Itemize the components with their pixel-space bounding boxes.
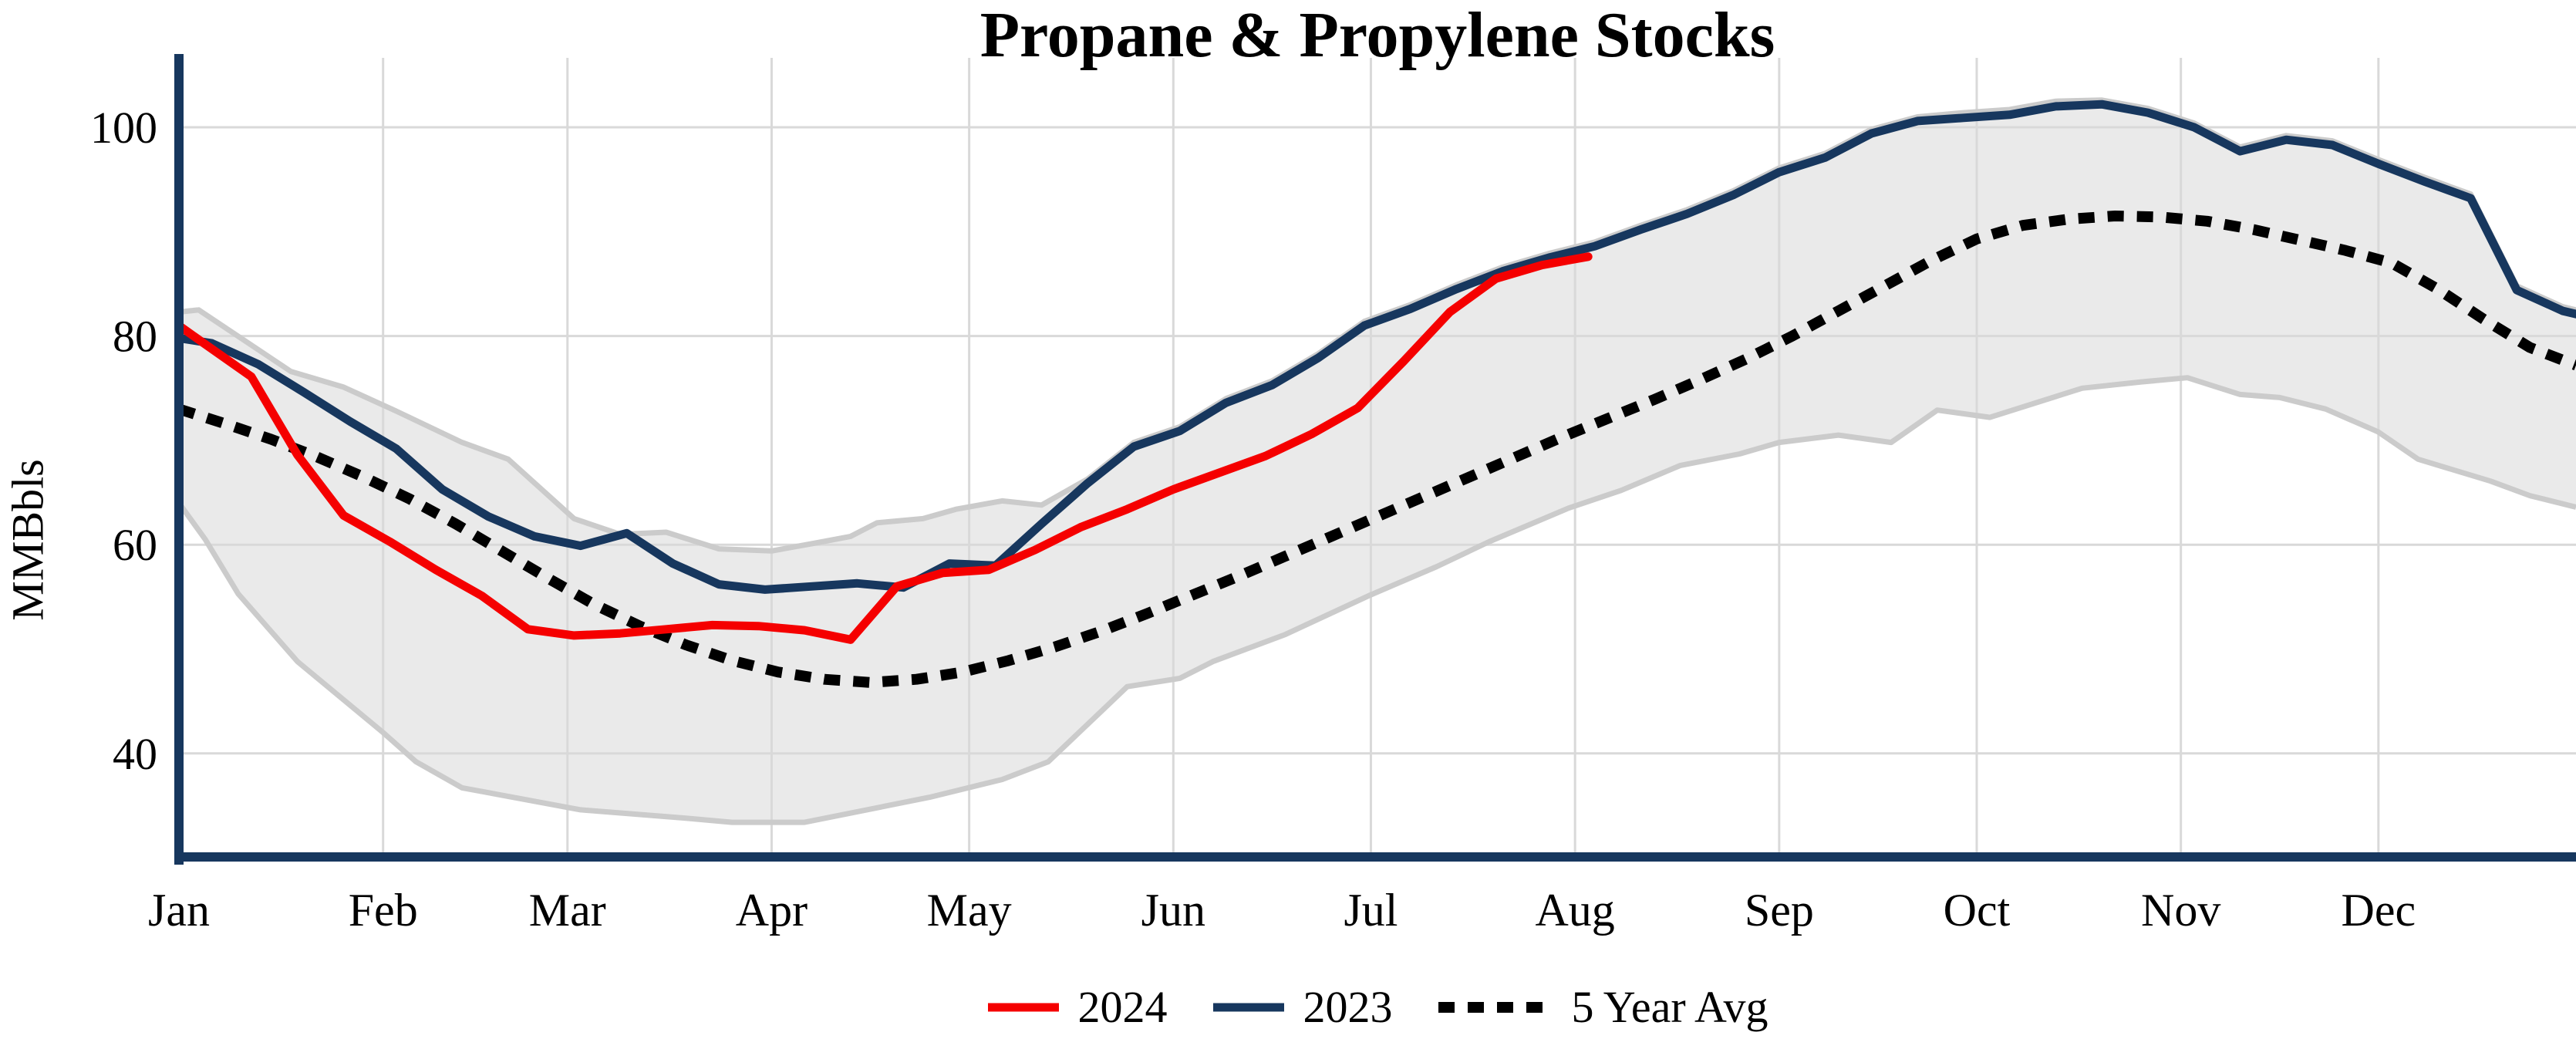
x-tick-label: Apr [736, 885, 808, 936]
legend-swatch-2024-line [988, 1003, 1060, 1011]
legend-label-2024: 2024 [1077, 982, 1168, 1032]
x-tick-label: May [927, 885, 1012, 936]
x-axis-spine [174, 852, 2576, 862]
legend-item-2023: 2023 [1212, 981, 1392, 1033]
y-tick-label: 100 [90, 103, 157, 153]
x-tick-label: Jul [1344, 885, 1398, 936]
series-line-2024 [174, 252, 1593, 644]
legend-swatch-5yr-dotted-line [1438, 1001, 1553, 1013]
y-tick-label: 40 [113, 729, 157, 779]
y-axis-spine [174, 54, 184, 865]
five-year-range-band [179, 100, 2576, 823]
x-tick-label: Feb [349, 885, 418, 936]
x-tick-label: Aug [1535, 885, 1614, 936]
x-tick-label: Sep [1745, 885, 1814, 936]
y-tick-label: 60 [113, 520, 157, 570]
x-tick-label: Dec [2342, 885, 2416, 936]
y-tick-label: 80 [113, 312, 157, 362]
legend: 2024 2023 5 Year Avg [179, 981, 2576, 1033]
legend-item-5yr-avg: 5 Year Avg [1437, 981, 1768, 1033]
legend-label-2023: 2023 [1303, 982, 1393, 1032]
legend-swatch-2023-line [1213, 1003, 1285, 1011]
x-tick-label: Mar [529, 885, 606, 936]
chart-title: Propane & Propylene Stocks [979, 0, 1775, 71]
x-tick-label: Nov [2141, 885, 2220, 936]
band-min-edge [177, 375, 2576, 825]
x-tick-label: Jun [1141, 885, 1205, 936]
x-tick-label: Jan [148, 885, 210, 936]
series-line-2023 [174, 100, 2576, 594]
x-tick-label: Oct [1944, 885, 2011, 936]
series-line-5yr-avg [177, 211, 2576, 688]
legend-label-5yr-avg: 5 Year Avg [1571, 982, 1768, 1032]
legend-item-2024: 2024 [986, 981, 1167, 1033]
